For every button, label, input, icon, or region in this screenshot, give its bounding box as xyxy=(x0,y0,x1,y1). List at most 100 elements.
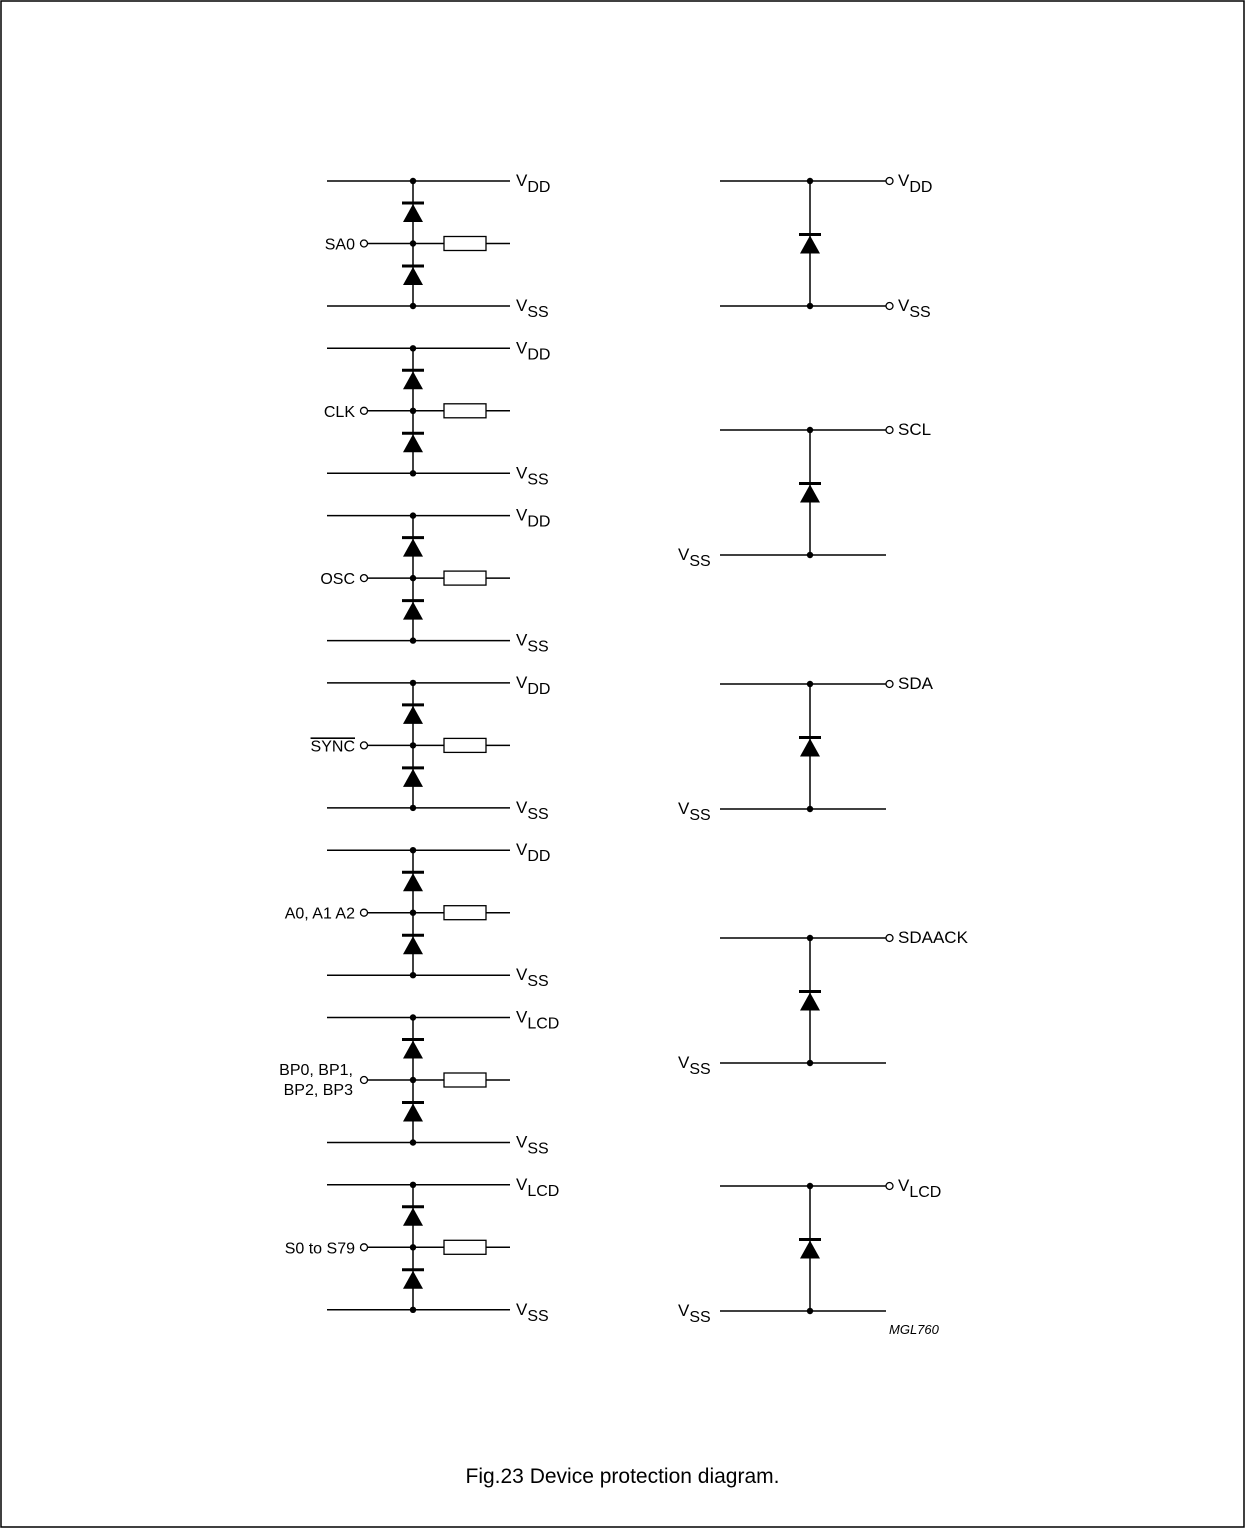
label-main: V xyxy=(516,1133,528,1152)
label-subscript: SS xyxy=(527,973,548,990)
pin-label-line: BP0, BP1, xyxy=(279,1062,353,1079)
protection-diode xyxy=(402,1268,424,1289)
junction-dot xyxy=(806,1182,814,1190)
label-subscript: DD xyxy=(527,179,550,196)
bottom-rail-label: VSS xyxy=(516,1133,549,1158)
diode-triangle xyxy=(403,768,423,787)
bottom-rail-label: VSS xyxy=(516,296,549,321)
top-terminal-label: SDAACK xyxy=(898,928,969,947)
protection-diode xyxy=(402,264,424,285)
top-rail-label: VDD xyxy=(516,171,550,196)
junction-dot xyxy=(806,1059,814,1067)
label-subscript: SS xyxy=(689,807,710,824)
label-subscript: SS xyxy=(689,1061,710,1078)
terminal-circle xyxy=(885,425,894,435)
label-main: V xyxy=(898,296,910,315)
label-subscript: SS xyxy=(527,806,548,823)
label-subscript: SS xyxy=(527,1308,548,1325)
label-main: SCL xyxy=(898,420,931,439)
diode-triangle xyxy=(403,705,423,724)
diode-triangle xyxy=(403,873,423,892)
protection-diode xyxy=(799,1238,821,1259)
label-main: V xyxy=(516,463,528,482)
label-main: V xyxy=(516,1300,528,1319)
protection-diode xyxy=(402,933,424,955)
junction-dot xyxy=(409,1181,417,1189)
right-circuit: SCL VSS xyxy=(678,420,931,570)
series-resistor xyxy=(443,570,487,586)
diode-triangle xyxy=(800,992,820,1011)
top-rail-label: VDD xyxy=(516,506,550,531)
diode-triangle xyxy=(800,738,820,757)
diode-triangle xyxy=(403,538,423,557)
diode-triangle xyxy=(403,267,423,285)
label-main: V xyxy=(678,799,690,818)
junction-dot xyxy=(409,512,417,519)
protection-diode xyxy=(402,870,424,892)
label-subscript: SS xyxy=(909,304,930,321)
label-subscript: SS xyxy=(527,1141,548,1158)
label-main: V xyxy=(516,1008,528,1027)
terminal-circle xyxy=(359,908,369,917)
label-main: V xyxy=(516,338,528,357)
label-main: V xyxy=(516,798,528,817)
pin-label: CLK xyxy=(324,404,355,421)
junction-dot xyxy=(409,804,417,812)
bottom-rail-label: VSS xyxy=(516,1300,549,1325)
figure-code: MGL760 xyxy=(889,1322,940,1337)
label-main: SDA xyxy=(898,674,934,693)
top-terminal-label: VLCD xyxy=(898,1176,941,1201)
label-main: V xyxy=(898,1176,910,1195)
terminal-circle xyxy=(359,239,369,248)
terminal-circle xyxy=(885,679,894,689)
pin-label: OSC xyxy=(320,571,355,588)
label-subscript: SS xyxy=(527,471,548,488)
series-resistor xyxy=(443,235,487,252)
junction-dot xyxy=(806,1307,814,1315)
junction-dot xyxy=(409,847,417,854)
protection-diode xyxy=(799,233,821,254)
pin-label: SYNC xyxy=(311,738,355,755)
series-resistor xyxy=(443,1239,487,1255)
junction-dot xyxy=(409,470,417,477)
pin-label: SA0 xyxy=(325,237,355,254)
label-main: V xyxy=(516,171,528,190)
label-subscript: SS xyxy=(527,639,548,656)
terminal-circle xyxy=(885,176,894,186)
junction-dot xyxy=(806,302,814,310)
junction-dot xyxy=(409,972,417,979)
diode-triangle xyxy=(800,1240,820,1259)
junction-dot xyxy=(806,551,814,559)
label-main: V xyxy=(516,673,528,692)
label-subscript: LCD xyxy=(909,1184,941,1201)
label-main: V xyxy=(678,545,690,564)
terminal-circle xyxy=(359,1243,369,1252)
label-main: V xyxy=(898,171,910,190)
bottom-terminal-label: VSS xyxy=(678,1053,711,1078)
series-resistor xyxy=(443,905,487,921)
terminal-circle xyxy=(359,573,369,583)
terminal-circle xyxy=(359,406,369,415)
junction-dot xyxy=(409,345,417,352)
diode-triangle xyxy=(403,601,423,620)
pin-label: S0 to S79 xyxy=(285,1240,355,1257)
terminal-circle xyxy=(885,301,894,311)
protection-diode xyxy=(402,703,424,724)
junction-dot xyxy=(409,1014,417,1021)
label-main: V xyxy=(516,840,528,859)
junction-dot xyxy=(806,805,814,813)
diode-triangle xyxy=(403,936,423,955)
figure-caption: Fig.23 Device protection diagram. xyxy=(465,1465,780,1488)
diode-triangle xyxy=(403,371,423,390)
label-subscript: DD xyxy=(527,848,550,865)
label-subscript: DD xyxy=(527,346,550,363)
left-circuit: VDD VSS SA0 xyxy=(325,171,551,321)
junction-dot xyxy=(806,680,814,688)
